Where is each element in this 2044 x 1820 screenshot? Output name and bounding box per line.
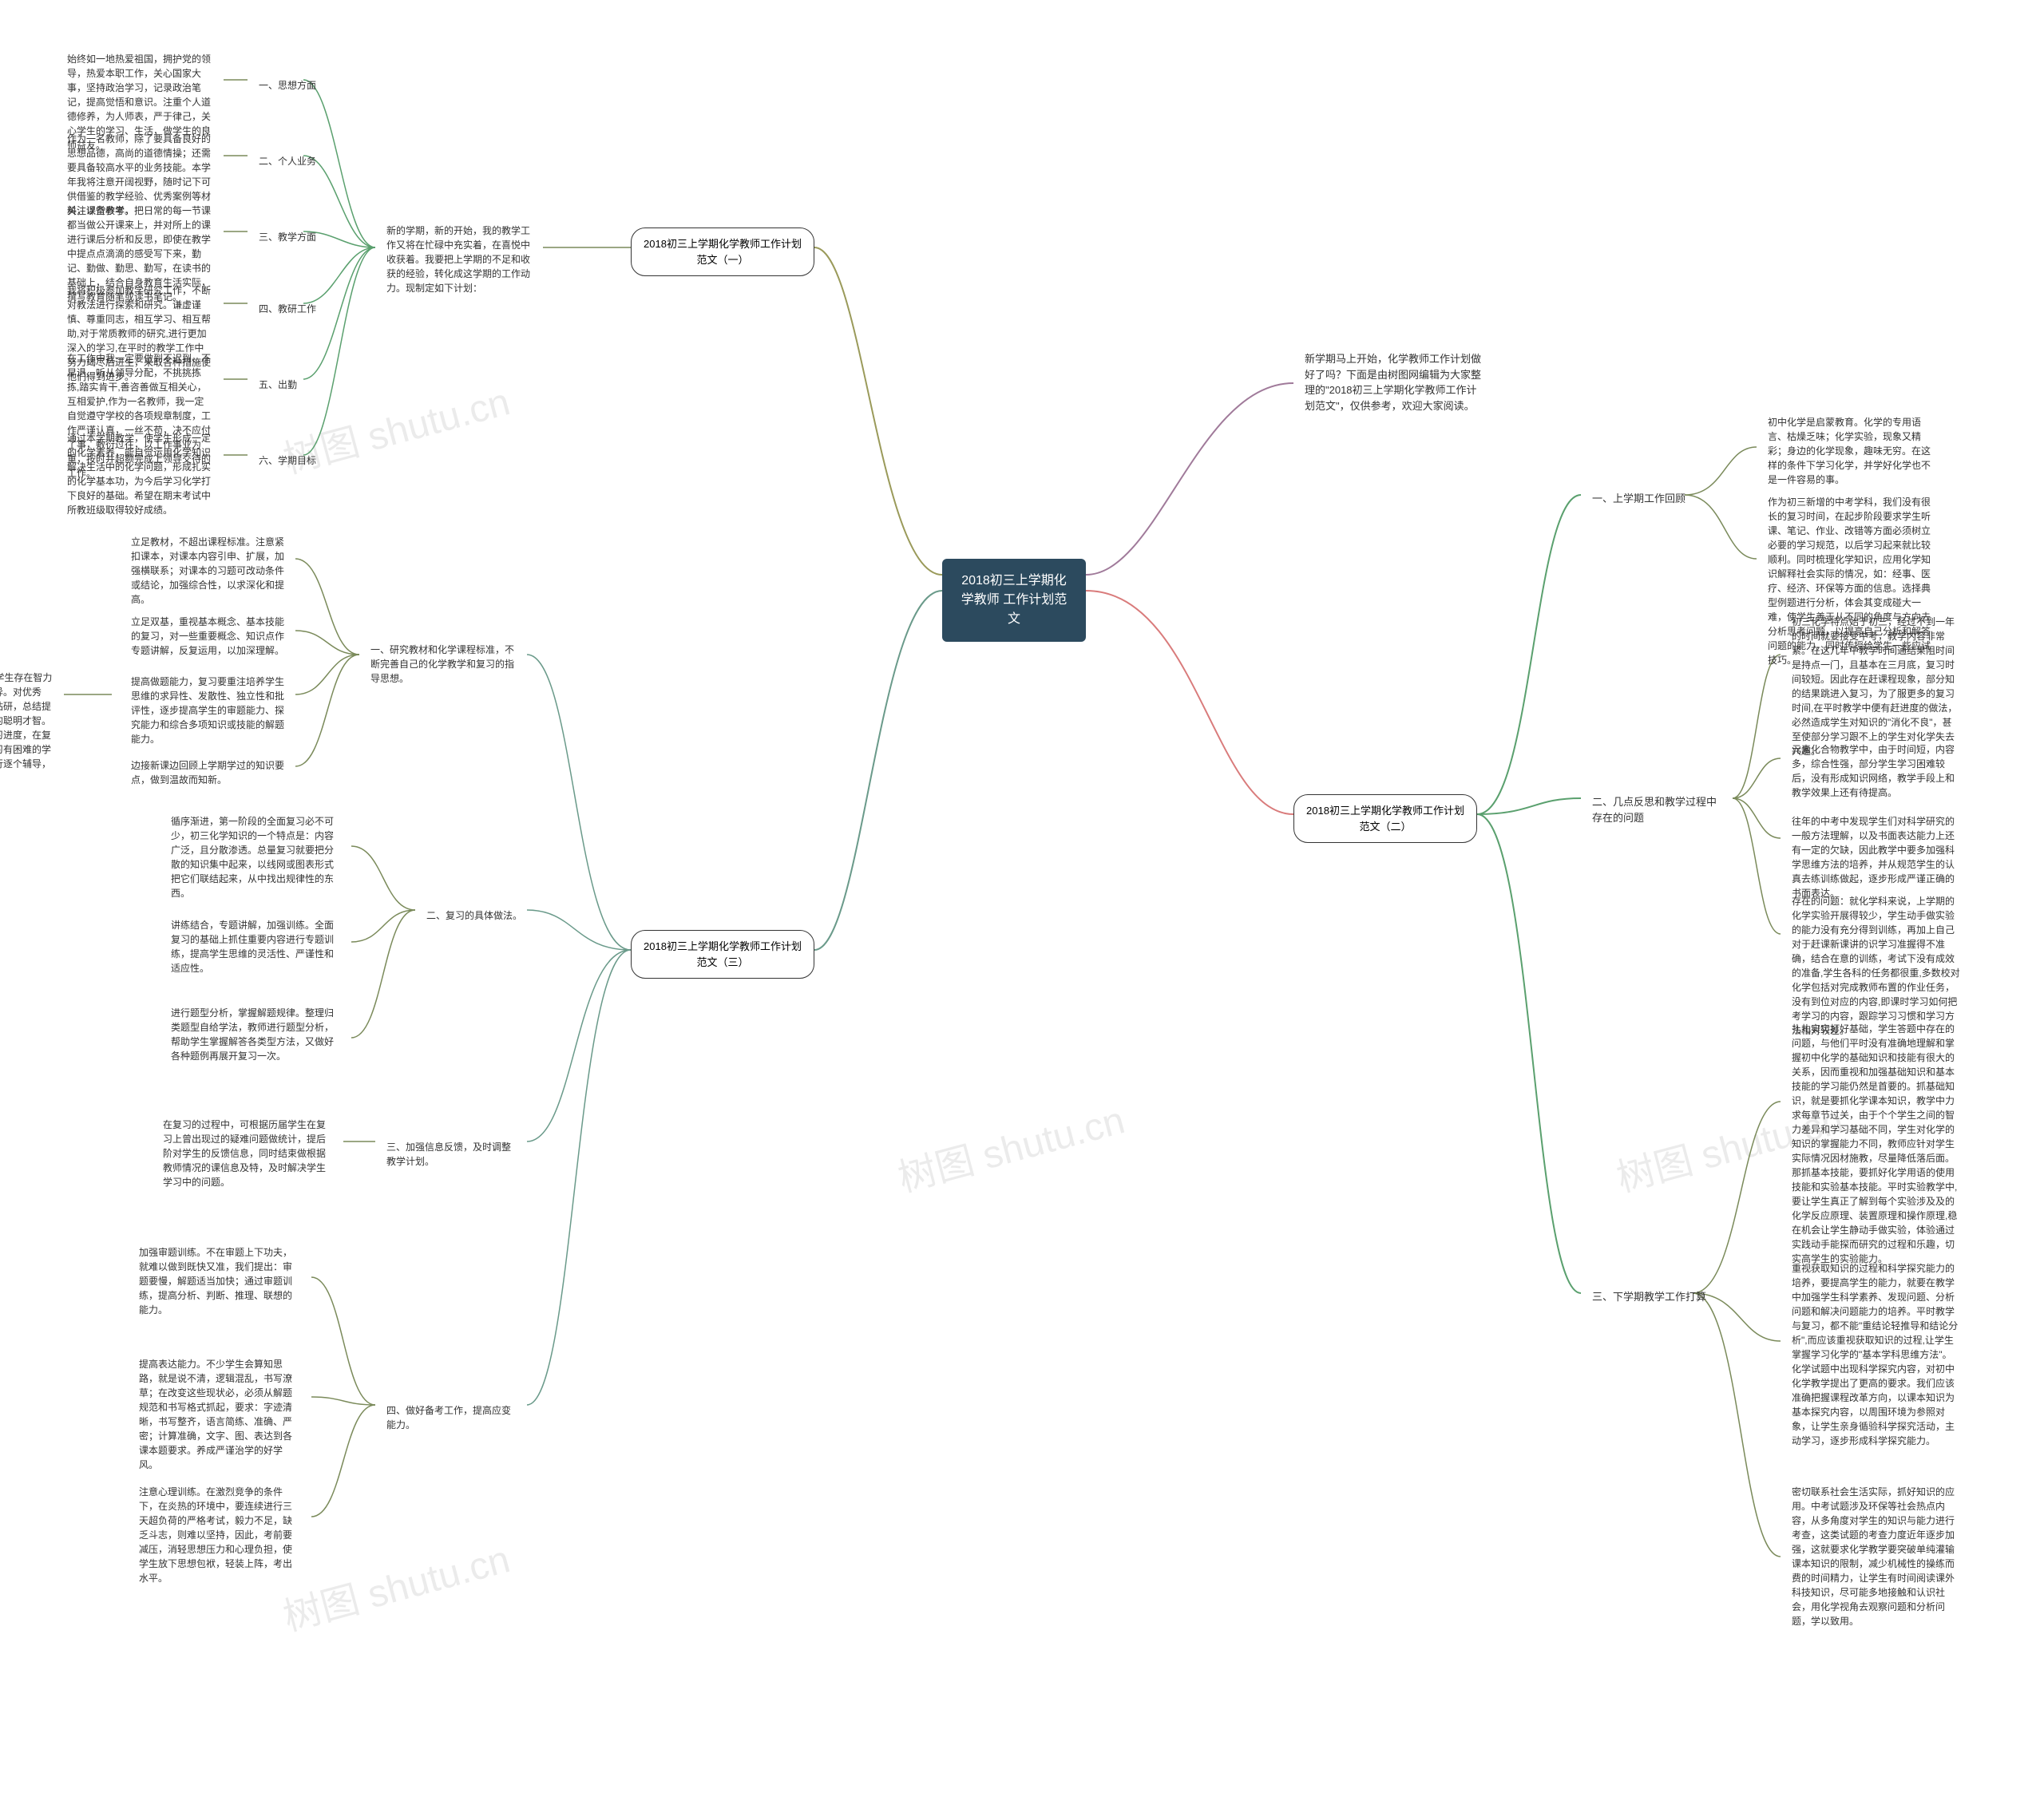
doc1-s6-label: 六、学期目标: [248, 445, 327, 476]
doc3-title[interactable]: 2018初三上学期化学教师工作计划范文（三）: [631, 930, 814, 979]
doc1-s4-label: 四、教研工作: [248, 294, 327, 324]
doc2-s2-label: 二、几点反思和教学过程中存在的问题: [1581, 786, 1733, 833]
doc1-s1-label: 一、思想方面: [248, 70, 327, 101]
doc3-s1-p1: 立足教材，不超出课程标准。注意紧扣课本，对课本内容引申、扩展，加强横联系；对课本…: [120, 527, 295, 615]
intro-text: 新学期马上开始，化学教师工作计划做好了吗？下面是由树图网编辑为大家整理的"201…: [1293, 343, 1493, 421]
doc3-s4-p3: 注意心理训练。在激烈竞争的条件下，在炎热的环境中，要连续进行三天超负荷的严格考试…: [128, 1477, 311, 1593]
doc1-s3-label: 三、教学方面: [248, 222, 327, 252]
doc2-s1-p1: 初中化学是启蒙教育。化学的专用语言、枯燥乏味；化学实验，现象又精彩；身边的化学现…: [1757, 407, 1948, 495]
doc3-s1-label: 一、研究教材和化学课程标准，不断完善自己的化学教学和复习的指导思想。: [359, 635, 527, 694]
doc3-s2-p1: 循序渐进，第一阶段的全面复习必不可少，初三化学知识的一个特点是：内容广泛，且分散…: [160, 806, 351, 908]
doc1-preface: 新的学期，新的开始，我的教学工作又将在忙碌中充实着，在喜悦中收获着。我要把上学期…: [375, 216, 543, 303]
doc3-s2-p2: 讲练结合，专题讲解，加强训练。全面复习的基础上抓住重要内容进行专题训练，提高学生…: [160, 910, 351, 983]
doc2-s3-label: 三、下学期教学工作打算: [1581, 1281, 1717, 1313]
doc3-s1-p2: 立足双基，重视基本概念、基本技能的复习，对一些重要概念、知识点作专题讲解，反复运…: [120, 607, 295, 666]
doc3-s1-p4: 4. 分类教学和指导，学生存在智力发展和解题能力上差异。对优秀生，指导阅读、放手…: [0, 663, 64, 793]
watermark: 树图 shutu.cn: [891, 1089, 1130, 1203]
doc2-s3-p2: 重视获取知识的过程和科学探究能力的培养，要提高学生的能力，就要在教学中加强学生科…: [1781, 1253, 1972, 1456]
doc3-s2-p3: 进行题型分析，掌握解题规律。整理归类题型自给学法，教师进行题型分析，帮助学生掌握…: [160, 998, 351, 1071]
doc3-s4-p1: 加强审题训练。不在审题上下功夫，就难以做到既快又准，我们提出：审题要慢，解题适当…: [128, 1237, 311, 1325]
doc1-s2-label: 二、个人业务: [248, 146, 327, 176]
watermark: 树图 shutu.cn: [276, 1528, 515, 1642]
doc3-s3-text: 在复习的过程中，可根据历届学生在复习上曾出现过的疑难问题做统计，提后阶对学生的反…: [152, 1110, 343, 1197]
doc3-s1-p5: 边接新课边回顾上学期学过的知识要点，做到温故而知新。: [120, 750, 295, 795]
doc2-s3-p3: 密切联系社会生活实际，抓好知识的应用。中考试题涉及环保等社会热点内容，从多角度对…: [1781, 1477, 1972, 1636]
doc3-s1-p3: 提高做题能力，复习要重注培养学生思维的求异性、发散性、独立性和批评性，逐步提高学…: [120, 667, 295, 754]
doc3-s2-label: 二、复习的具体做法。: [415, 900, 533, 931]
doc1-s5-label: 五、出勤: [248, 370, 308, 400]
doc1-title[interactable]: 2018初三上学期化学教师工作计划范文（一）: [631, 228, 814, 276]
doc1-s6-text: 通过本学期教学，使学生形成一定的化学素养，能自觉运用化学知识解决生活中的化学问题…: [56, 423, 224, 525]
doc3-s4-p2: 提高表达能力。不少学生会算知思路，就是说不清，逻辑混乱，书写潦草；在改变这些现状…: [128, 1349, 311, 1480]
doc3-s4-label: 四、做好备考工作，提高应变能力。: [375, 1395, 527, 1440]
doc3-s3-label: 三、加强信息反馈，及时调整教学计划。: [375, 1132, 527, 1177]
doc2-title[interactable]: 2018初三上学期化学教师工作计划范文（二）: [1293, 794, 1477, 843]
doc2-s2-p2: 元素化合物教学中，由于时间短，内容多，综合性强，部分学生学习困难较后，没有形成知…: [1781, 734, 1972, 808]
doc2-s1-label: 一、上学期工作回顾: [1581, 483, 1697, 515]
doc2-s3-p1: 扎扎实实打好基础，学生答题中存在的问题，与他们平时没有准确地理解和掌握初中化学的…: [1781, 1014, 1972, 1274]
root-node[interactable]: 2018初三上学期化学教师 工作计划范文: [942, 559, 1086, 642]
